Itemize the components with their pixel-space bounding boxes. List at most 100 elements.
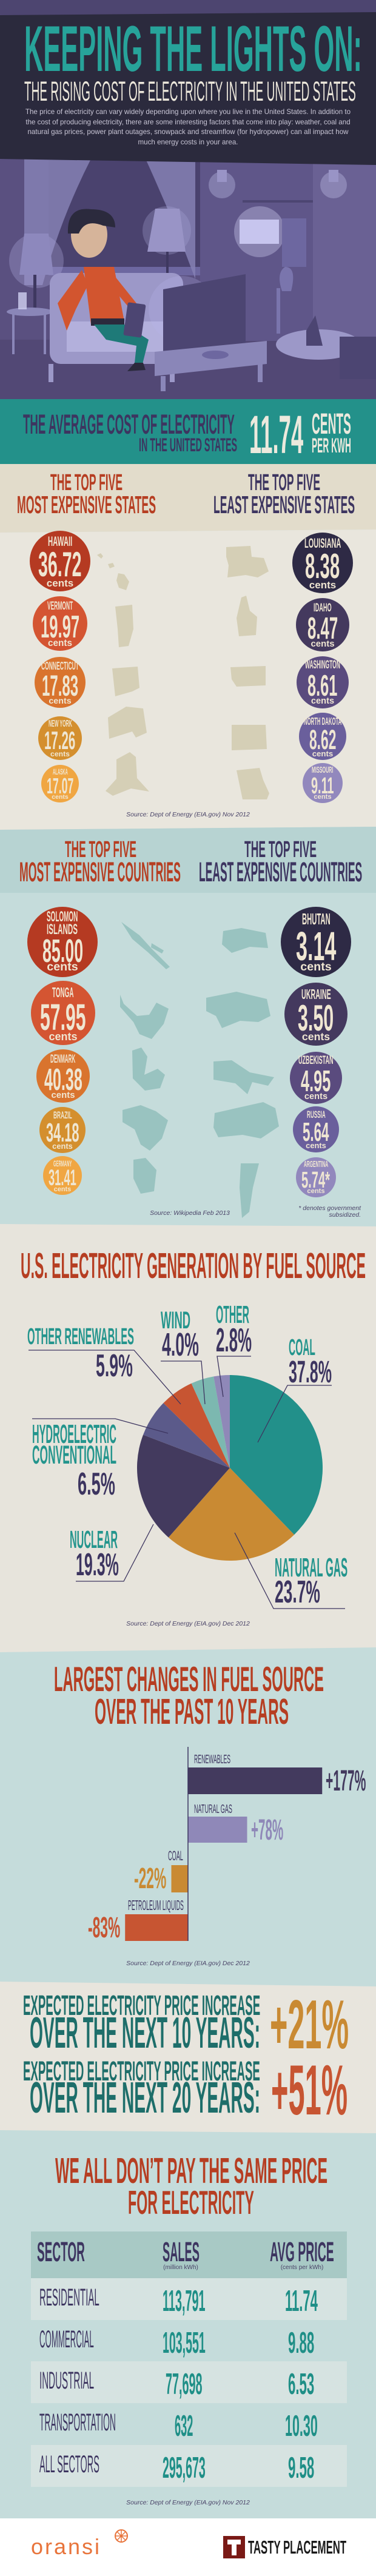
sector-sales: 295,673: [162, 2451, 206, 2485]
country-name: TONGA: [52, 984, 74, 1000]
state-circle: [297, 656, 349, 708]
country-shapes: [120, 922, 279, 1218]
country-circle: [296, 1157, 336, 1197]
bar-natural-gas: [188, 1817, 247, 1843]
country-name: GERMANY: [53, 1158, 72, 1168]
bar-label-coal: COAL: [168, 1848, 183, 1864]
pie-slice-wind: [191, 1376, 230, 1468]
average-unit: CENTS: [312, 408, 351, 441]
room-illustration: [0, 159, 376, 400]
state-name: LOUISIANA: [304, 536, 341, 551]
state-unit: cents: [314, 793, 332, 801]
state-price: 17.07: [46, 773, 74, 798]
average-subheading: IN THE UNITED STATES: [139, 434, 238, 456]
state-unit: cents: [311, 696, 335, 707]
least-states-heading: THE TOP FIVE: [248, 469, 320, 496]
state-unit: cents: [49, 696, 72, 706]
state-name: VERMONT: [47, 599, 73, 613]
sector-name: TRANSPORTATION: [39, 2409, 116, 2436]
country-name: BRAZIL: [53, 1109, 72, 1121]
average-heading: THE AVERAGE COST OF ELECTRICITY: [23, 408, 235, 440]
country-name: RUSSIA: [306, 1108, 326, 1120]
pie-leader-lines: [29, 1350, 345, 1609]
states-source: Source: Dept of Energy (EIA.gov) Nov 201…: [126, 811, 250, 818]
country-unit: cents: [300, 960, 332, 974]
country-unit: cents: [52, 1142, 73, 1151]
pie-slice-natural-gas: [168, 1468, 295, 1561]
state-name: IDAHO: [314, 600, 332, 614]
pie-value-natural-gas: 23.7%: [275, 1574, 320, 1610]
sector-avg-price: 9.58: [288, 2451, 315, 2485]
column-header-sector: SECTOR: [37, 2236, 85, 2267]
pie-label-other: OTHER: [216, 1300, 249, 1329]
bar-value-label: +177%: [326, 1765, 366, 1798]
pie-value-wind: 4.0%: [162, 1327, 199, 1363]
column-subheader-sales: (million kWh): [163, 2264, 198, 2271]
bar-coal: [171, 1865, 188, 1892]
country-circle: [36, 1049, 90, 1103]
sector-avg-price: 6.53: [288, 2367, 315, 2401]
bar-label-petroleum: PETROLEUM LIQUIDS: [128, 1897, 184, 1914]
sector-avg-price: 11.74: [285, 2284, 318, 2318]
country-name: SOLOMON: [47, 909, 78, 926]
country-circle: [284, 983, 347, 1046]
pie-label-hydro: HYDROELECTRIC: [32, 1419, 116, 1449]
state-circle: [296, 598, 349, 651]
state-name: MISSOURI: [312, 765, 334, 775]
pie-chart: [136, 1375, 323, 1561]
title-banner: [0, 12, 376, 165]
bar-chart-source: Source: Dept of Energy (EIA.gov) Dec 201…: [126, 1960, 250, 1967]
state-unit: cents: [50, 750, 70, 759]
sector-name: RESIDENTIAL: [39, 2284, 99, 2312]
pie-slice-hydroelectric-conventional: [143, 1403, 230, 1468]
country-price: 34.18: [45, 1118, 79, 1148]
column-subheader-avg-price: (cents per kWh): [280, 2264, 324, 2271]
state-circle: [41, 765, 79, 802]
country-unit: cents: [307, 1188, 325, 1196]
tasty-placement-t-icon: [223, 2536, 245, 2558]
state-unit: cents: [46, 577, 74, 589]
state-name: WASHINGTON: [305, 659, 340, 672]
pie-slice-other-renewables: [163, 1383, 230, 1468]
most-countries-heading: THE TOP FIVE: [65, 836, 136, 863]
orange-slice-icon: [115, 2529, 128, 2543]
state-circle: [35, 657, 86, 708]
country-name: ISLANDS: [47, 921, 78, 938]
pie-label-hydro-2: CONVENTIONAL: [32, 1441, 117, 1470]
state-circle: [33, 596, 87, 651]
table-source: Source: Dept of Energy (EIA.gov) Nov 201…: [126, 2499, 250, 2506]
bar-petroleum-liquids: [125, 1914, 188, 1941]
state-circle: [303, 763, 343, 803]
state-name: CONNECTICUT: [41, 659, 79, 673]
state-price: 17.83: [42, 669, 79, 702]
country-price: 57.95: [40, 996, 86, 1038]
sector-name: COMMERCIAL: [39, 2326, 94, 2353]
most-countries-heading-2: MOST EXPENSIVE COUNTRIES: [19, 856, 181, 887]
country-name: ARGENTINA: [304, 1159, 329, 1169]
sector-sales: 113,791: [162, 2284, 206, 2318]
bar-label-natural-gas: NATURAL GAS: [194, 1801, 232, 1816]
state-shapes: [97, 546, 269, 799]
country-circle: [27, 907, 98, 977]
country-unit: cents: [306, 1141, 326, 1151]
column-header-avg-price: AVG PRICE: [270, 2236, 334, 2267]
pie-value-hydro: 6.5%: [78, 1466, 115, 1502]
most-states-heading: THE TOP FIVE: [50, 469, 123, 496]
footer-bg: [0, 2518, 376, 2576]
pie-value-coal: 37.8%: [289, 1354, 332, 1390]
state-price: 36.72: [38, 545, 82, 585]
country-price: 40.38: [44, 1061, 82, 1097]
pie-slice-coal: [230, 1375, 323, 1535]
pie-value-other-renewables: 5.9%: [96, 1348, 133, 1384]
state-name: NEW YORK: [48, 719, 72, 730]
table-title-2: FOR ELECTRICITY: [128, 2183, 254, 2221]
state-unit: cents: [52, 793, 69, 801]
country-price: 31.41: [49, 1165, 77, 1191]
country-circle: [39, 1107, 86, 1153]
subtitle: THE RISING COST OF ELECTRICITY IN THE UN…: [24, 75, 356, 107]
pie-label-natural-gas: NATURAL GAS: [275, 1552, 348, 1582]
bar-value-label: +78%: [250, 1814, 283, 1847]
country-price: 4.95: [301, 1064, 331, 1098]
table-header-bg: [31, 2231, 347, 2278]
country-circle: [43, 1156, 82, 1195]
